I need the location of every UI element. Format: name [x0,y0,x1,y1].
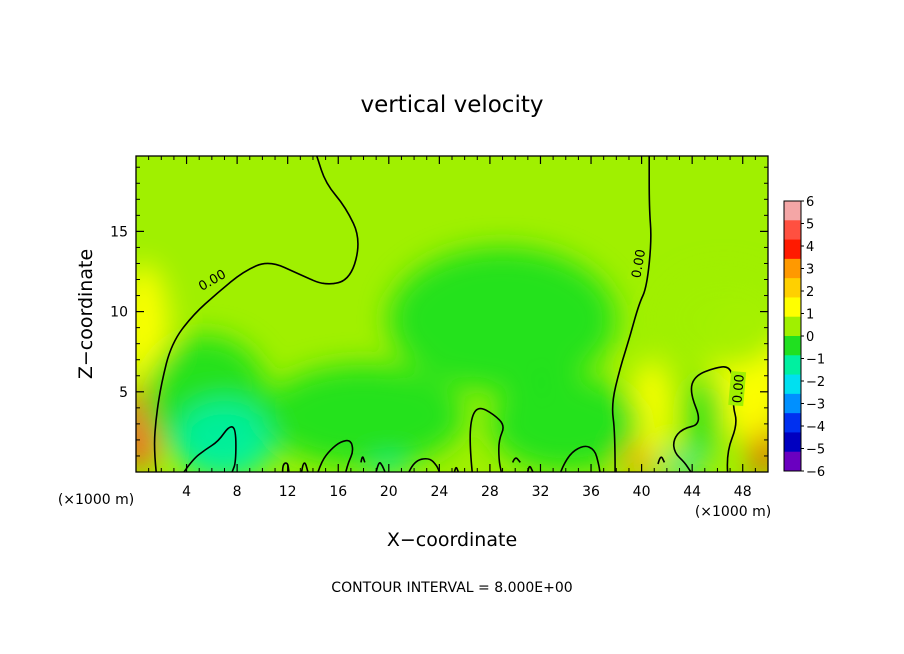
chart-title: vertical velocity [361,92,544,118]
contour-line [183,426,237,472]
x-ticks: 4 8 12 16 20 24 28 32 36 40 44 48 [148,156,756,500]
field-shading [136,247,768,472]
x-axis-label: X−coordinate [387,529,517,551]
field-patch [173,399,276,472]
colorbar-label: 3 [806,263,814,278]
contour-label: 0.00 [629,248,649,279]
y-tick-label: 15 [110,224,128,240]
x-unit-right: (×1000 m) [695,504,771,520]
field-patch [631,359,672,456]
contour-label: 0.00 [730,374,747,404]
contour-line [300,462,309,472]
y-ticks: 5 10 15 [110,166,768,457]
colorbar-swatch [784,393,801,414]
colorbar-label: −1 [806,353,825,368]
colorbar-label: −4 [806,420,825,435]
y-tick-label: 10 [110,305,128,321]
field-patch [666,454,698,472]
x-tick-label: 44 [683,484,701,500]
x-tick-label: 24 [430,484,448,500]
contour-line [375,462,386,472]
x-tick-label: 28 [481,484,499,500]
colorbar-swatch [784,201,801,221]
colorbar-swatch [784,239,801,260]
contour-line [453,466,460,472]
colorbar-swatch [784,355,801,376]
colorbar-swatch [784,451,801,472]
colorbar-swatch [784,297,801,318]
colorbar-label: −2 [806,375,825,390]
x-tick-label: 20 [380,484,398,500]
colorbar-swatch [784,220,801,241]
contour-line [657,456,666,465]
colorbar-swatch [784,374,801,395]
contour-line [611,156,652,472]
colorbar-label: −3 [806,398,825,413]
contour-lines: 0.000.000.00 [153,156,748,472]
colorbar-swatch [784,413,801,433]
colorbar-swatch [784,316,801,337]
contour-line [469,407,504,472]
contour-line [511,457,521,463]
colorbar-swatch [784,336,801,356]
colorbar-label: 0 [806,330,814,345]
contour-line [559,445,601,472]
contour-line [153,156,359,472]
colorbar: 6 5 4 3 2 1 0 −1 −2 −3 −4 −5 −6 [783,195,825,480]
x-tick-label: 40 [633,484,651,500]
x-tick-label: 16 [329,484,347,500]
y-axis-label: Z−coordinate [75,249,97,379]
field-patch [262,364,465,468]
contour-label-bg [728,370,747,407]
colorbar-swatch [784,278,801,298]
contour-interval-note: CONTOUR INTERVAL = 8.000E+00 [331,580,572,596]
colorbar-swatch [784,432,801,453]
field-patch [660,271,768,368]
colorbar-label: −6 [806,465,825,480]
contour-line [672,366,737,472]
contour-label-bg [193,264,231,295]
x-tick-label: 32 [532,484,550,500]
field-patch [685,375,724,456]
field-patch [489,375,642,472]
colorbar-label: 6 [806,195,814,210]
field-patch [388,247,617,392]
colorbar-label: 1 [806,308,814,323]
colorbar-label: 5 [806,218,814,233]
contour-line [317,439,354,472]
colorbar-label: 2 [806,285,814,300]
contour-line [360,456,366,463]
plot-area: 0.000.000.00 4 8 12 16 20 24 28 32 36 40 44 48 5101… [110,155,769,500]
x-tick-label: 8 [233,484,242,500]
x-tick-label: 12 [279,484,297,500]
x-unit-left: (×1000 m) [58,492,134,508]
colorbar-label: 4 [806,240,814,255]
contour-label-bg [626,245,648,282]
contour-line [408,457,441,472]
x-tick-label: 36 [582,484,600,500]
x-tick-label: 48 [734,484,752,500]
x-tick-label: 4 [182,484,191,500]
y-tick-label: 5 [119,385,128,401]
colorbar-label: −5 [806,443,825,458]
colorbar-swatch [784,258,801,279]
